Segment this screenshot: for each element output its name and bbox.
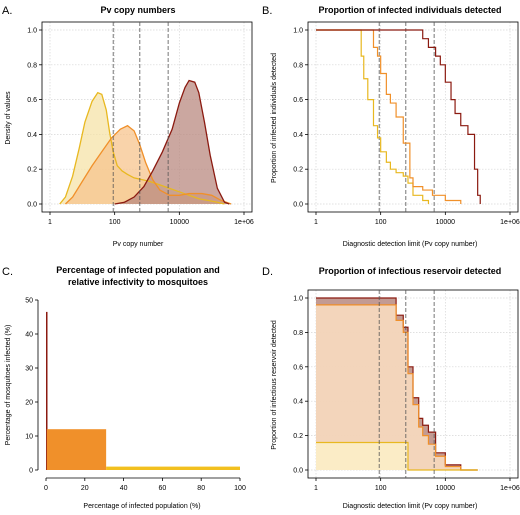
panel-b-detection-line-2	[316, 29, 481, 204]
panel-d-reservoir-area-1	[316, 304, 478, 470]
panel-a-xtick-label-1: 100	[109, 219, 121, 226]
panel-a-density-line-1	[64, 124, 232, 205]
panel-d-ytick-label-1: 0.2	[293, 433, 303, 440]
panel-b: B. Proportion of infected individuals de…	[262, 5, 520, 248]
panel-b-ytick-label-4: 0.8	[293, 62, 303, 69]
panel-d-ytick-label-5: 1.0	[293, 296, 303, 303]
panel-c-bar-0	[46, 311, 48, 470]
panel-b-ylabel: Proportion of infected individuals detec…	[271, 53, 278, 183]
panel-d-ytick-label-0: 0.0	[293, 468, 303, 475]
panel-c-bar-1	[46, 429, 107, 470]
panel-c-ytick-label-3: 30	[25, 366, 33, 373]
panel-a-ytick-label-5: 1.0	[27, 28, 37, 35]
panel-c-xtick-label-0: 0	[44, 485, 48, 492]
panel-b-xlabel: Diagnostic detection limit (Pv copy numb…	[343, 241, 478, 248]
panel-b-letter: B.	[262, 5, 272, 17]
panel-d-title: Proportion of infectious reservoir detec…	[319, 266, 502, 276]
panel-b-title: Proportion of infected individuals detec…	[318, 5, 501, 15]
panel-b-ytick-label-3: 0.6	[293, 97, 303, 104]
panel-a-ylabel: Density of values	[5, 91, 12, 145]
panel-b-xtick-label-0: 1	[314, 219, 318, 226]
panel-d-xtick-label-2: 10000	[436, 485, 456, 492]
panel-b-ytick-label-0: 0.0	[293, 202, 303, 209]
panel-d-xlabel: Diagnostic detection limit (Pv copy numb…	[343, 503, 478, 510]
panel-b-ytick-label-5: 1.0	[293, 28, 303, 35]
panel-b-plot: 1 100 10000 1e+06 0.0 0.2 0.4 0.6 0.8 1.0	[293, 21, 520, 226]
panel-b-ytick-label-2: 0.4	[293, 132, 303, 139]
panel-d-ytick-label-4: 0.8	[293, 330, 303, 337]
panel-a-ytick-label-0: 0.0	[27, 202, 37, 209]
panel-d-reservoir-line-2	[316, 441, 478, 471]
panel-c-ytick-label-2: 20	[25, 400, 33, 407]
panel-c-xtick-label-2: 40	[120, 485, 128, 492]
panel-a-title: Pv copy numbers	[100, 5, 175, 15]
panel-d-ylabel: Proportion of infectious reservoir detec…	[271, 320, 278, 450]
panel-c-title-line1: Percentage of infected population and	[56, 265, 220, 275]
panel-d-plot: 1 100 10000 1e+06 0.0 0.2 0.4 0.6 0.8 1.0	[293, 289, 520, 492]
panel-a-density-area-2	[114, 80, 230, 204]
panel-b-frame	[307, 21, 519, 213]
panel-d-reservoir-area-2	[316, 442, 478, 470]
panel-b-xtick-label-1: 100	[375, 219, 387, 226]
panel-c-title-line2: relative infectivity to mosquitoes	[68, 277, 208, 287]
panel-c-bar-2	[106, 466, 240, 470]
panel-a-xtick-label-2: 10000	[170, 219, 190, 226]
panel-a-ytick-label-4: 0.8	[27, 62, 37, 69]
panel-a-density-line-0	[59, 91, 225, 205]
panel-a: A. Pv copy numbers 1 100 10000 1e+06 0.0 0.2 0…	[2, 5, 254, 248]
panel-c-ytick-label-1: 10	[25, 434, 33, 441]
panel-c-letter: C.	[2, 266, 13, 278]
panel-c-ytick-label-5: 50	[25, 298, 33, 305]
panel-c-plot: 0 20 40 60 80 100 0 10 20 30 40 50	[25, 298, 246, 493]
panel-a-letter: A.	[2, 5, 12, 17]
panel-c: C. Percentage of infected population and…	[2, 265, 246, 510]
panel-a-ytick-label-1: 0.2	[27, 167, 37, 174]
panel-d-frame	[307, 289, 519, 479]
panel-a-xtick-label-3: 1e+06	[234, 219, 254, 226]
panel-b-xtick-label-3: 1e+06	[500, 219, 520, 226]
panel-b-detection-line-1	[316, 29, 462, 204]
panel-a-density-line-2	[114, 79, 230, 205]
panel-c-xlabel: Percentage of infected population (%)	[83, 503, 200, 510]
panel-a-ytick-label-3: 0.6	[27, 97, 37, 104]
panel-a-plot: 1 100 10000 1e+06 0.0 0.2 0.4 0.6 0.8 1.0	[27, 21, 254, 226]
panel-a-xlabel: Pv copy number	[113, 241, 164, 248]
panel-d-xtick-label-3: 1e+06	[500, 485, 520, 492]
panel-b-xtick-label-2: 10000	[436, 219, 456, 226]
panel-d-ytick-label-3: 0.6	[293, 364, 303, 371]
panel-c-ylabel: Percentage of mosquitoes infected (%)	[5, 325, 12, 446]
panel-c-xtick-label-1: 20	[81, 485, 89, 492]
panel-c-xtick-label-4: 80	[197, 485, 205, 492]
panel-c-ytick-label-0: 0	[29, 468, 33, 475]
panel-a-frame	[41, 21, 253, 213]
panel-a-ytick-label-2: 0.4	[27, 132, 37, 139]
panel-b-ytick-label-1: 0.2	[293, 167, 303, 174]
panel-d-ytick-label-2: 0.4	[293, 399, 303, 406]
panel-d-reservoir-line-1	[316, 304, 478, 471]
panel-d: D. Proportion of infectious reservoir de…	[262, 266, 520, 510]
panel-d-xtick-label-0: 1	[314, 485, 318, 492]
panel-c-ytick-label-4: 40	[25, 332, 33, 339]
panel-a-xtick-label-0: 1	[48, 219, 52, 226]
panel-d-letter: D.	[262, 266, 273, 278]
panel-d-xtick-label-1: 100	[375, 485, 387, 492]
panel-c-xtick-label-3: 60	[159, 485, 167, 492]
panel-c-xtick-label-5: 100	[234, 485, 246, 492]
